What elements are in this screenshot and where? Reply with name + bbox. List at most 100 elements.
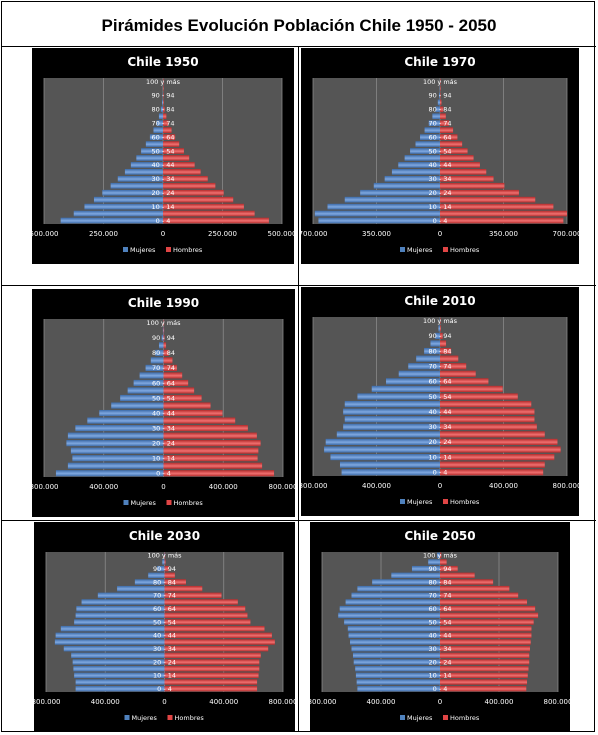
x-tick-label: 250.000: [208, 230, 237, 238]
bar-hombres: [163, 134, 176, 140]
legend-swatch-hombres: [443, 715, 448, 720]
page-title: Pirámides Evolución Población Chile 1950…: [101, 16, 497, 35]
bar-hombres: [164, 565, 169, 572]
age-label: 10 - 14: [152, 454, 175, 462]
x-tick-label: 400.000: [89, 483, 118, 491]
bar-mujeres: [415, 141, 440, 147]
bar-hombres: [163, 425, 248, 432]
legend-swatch-mujeres: [400, 715, 405, 720]
bar-hombres: [163, 92, 164, 99]
bar-hombres: [440, 155, 474, 161]
bar-hombres: [163, 99, 164, 106]
x-tick-label: 700.000: [301, 230, 327, 238]
bar-mujeres: [343, 423, 440, 430]
bar-mujeres: [84, 203, 163, 210]
bar-hombres: [440, 438, 558, 446]
bar-hombres: [163, 327, 165, 334]
bar-hombres: [163, 148, 184, 154]
pyramid-panel-1990: Chile 1990 0 - 4 10 - 14 20 - 24 30 - 34 40 -…: [32, 289, 295, 517]
legend-swatch-hombres: [166, 500, 172, 505]
bar-hombres: [163, 127, 172, 133]
x-tick-label: 500.000: [268, 230, 294, 238]
x-tick-label: 400.000: [362, 482, 391, 490]
bar-hombres: [163, 175, 208, 182]
bar-hombres: [440, 141, 463, 147]
bar-mujeres: [74, 672, 165, 679]
bar-mujeres: [162, 559, 165, 565]
legend-label-mujeres: Mujeres: [132, 714, 158, 722]
bar-mujeres: [338, 612, 440, 619]
bar-hombres: [163, 169, 201, 175]
bar-hombres: [440, 552, 442, 559]
age-label: 0 - 4: [156, 470, 171, 478]
x-tick-label: 350.000: [489, 230, 518, 238]
x-tick-label: 800.000: [553, 482, 579, 490]
bar-mujeres: [120, 394, 164, 402]
bar-hombres: [163, 394, 202, 402]
bar-mujeres: [339, 605, 440, 612]
bar-hombres: [440, 461, 545, 468]
bar-mujeres: [76, 605, 165, 612]
bar-mujeres: [97, 592, 165, 599]
legend-swatch-hombres: [166, 247, 171, 252]
bar-hombres: [440, 592, 519, 599]
age-label: 50 - 54: [428, 147, 451, 155]
age-label: 20 - 24: [428, 438, 451, 446]
bar-hombres: [163, 447, 259, 454]
bar-hombres: [440, 599, 528, 605]
age-label: 50 - 54: [428, 618, 451, 626]
legend-label-hombres: Hombres: [175, 714, 205, 722]
bar-mujeres: [55, 632, 165, 639]
bar-mujeres: [372, 579, 440, 585]
age-label: 20 - 24: [428, 189, 451, 197]
x-tick-label: 800.000: [310, 698, 336, 706]
bar-hombres: [440, 162, 480, 168]
x-tick-label: 800.000: [32, 483, 58, 491]
bar-mujeres: [75, 679, 165, 685]
bar-mujeres: [327, 203, 440, 210]
age-label: 50 - 54: [152, 394, 175, 402]
legend-label-mujeres: Mujeres: [131, 499, 157, 507]
bar-hombres: [440, 585, 510, 592]
age-label: 0 - 4: [157, 685, 172, 693]
bar-mujeres: [81, 599, 165, 605]
age-label: 10 - 14: [153, 672, 176, 680]
bar-hombres: [440, 645, 530, 652]
bar-hombres: [440, 605, 536, 612]
bar-hombres: [440, 196, 536, 203]
bar-mujeres: [355, 665, 440, 672]
bar-mujeres: [371, 385, 440, 393]
legend-swatch-mujeres: [123, 500, 129, 505]
age-label: 30 - 34: [428, 423, 451, 431]
bar-mujeres: [73, 665, 165, 672]
bar-hombres: [440, 619, 534, 625]
x-tick-label: 400.000: [91, 698, 120, 706]
x-tick-label: 400.000: [485, 698, 514, 706]
bar-hombres: [440, 579, 494, 585]
chart-title: Chile 2030: [129, 529, 200, 543]
bar-mujeres: [63, 645, 165, 652]
age-label: 50 - 54: [151, 147, 174, 155]
age-label: 40 - 44: [152, 409, 175, 417]
bar-hombres: [440, 113, 446, 120]
bar-mujeres: [404, 155, 440, 161]
bar-mujeres: [384, 175, 440, 182]
bar-hombres: [164, 599, 238, 605]
legend-label-hombres: Hombres: [450, 246, 480, 254]
bar-hombres: [440, 416, 535, 423]
bar-hombres: [440, 378, 489, 385]
bar-mujeres: [66, 440, 164, 447]
bar-hombres: [440, 632, 532, 639]
bar-hombres: [440, 78, 441, 85]
bar-mujeres: [386, 378, 440, 385]
bar-mujeres: [352, 652, 440, 659]
pyramid-svg: Chile 1970 0 - 4 10 - 14 20 - 24 30 - 34 40 -…: [301, 55, 579, 254]
chart-title: Chile 2010: [404, 294, 475, 308]
age-label: 0 - 4: [433, 685, 448, 693]
bar-mujeres: [428, 120, 440, 127]
bar-mujeres: [155, 349, 164, 356]
age-label: 70 - 74: [428, 592, 451, 600]
bar-mujeres: [160, 106, 163, 113]
x-tick-label: 250.000: [89, 230, 118, 238]
bar-hombres: [164, 665, 260, 672]
